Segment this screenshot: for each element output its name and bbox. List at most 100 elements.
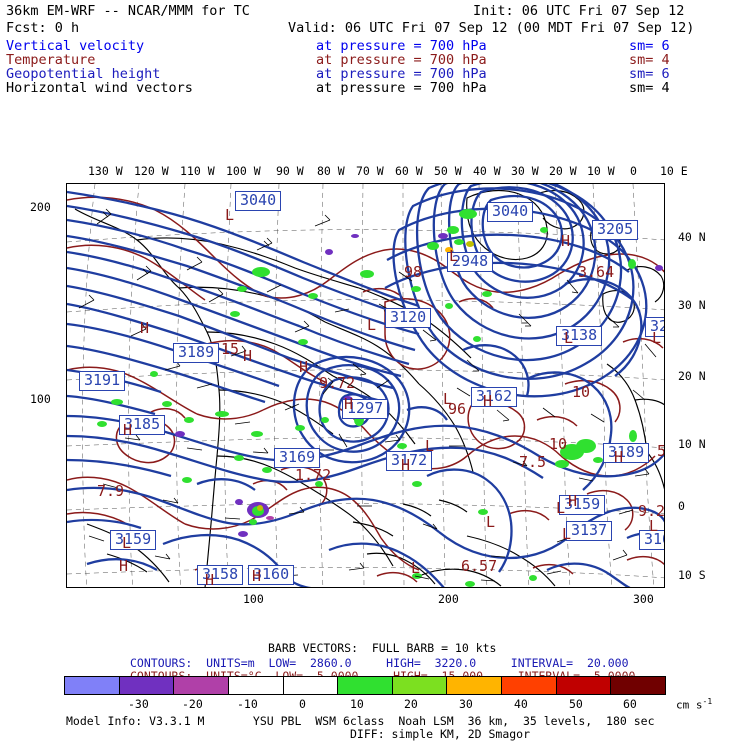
field-name-temperature: Temperature <box>6 52 96 68</box>
height-label-3162-9: 3162 <box>471 387 518 407</box>
low-center-marker-2: L <box>556 499 566 517</box>
colorbar-swatch-5 <box>338 677 393 694</box>
height-label-3191-8: 3191 <box>79 371 126 391</box>
high-center-marker-5: H <box>614 448 624 466</box>
colorbar-swatch-10 <box>611 677 666 694</box>
colorbar-tick-50: 50 <box>569 697 583 711</box>
field-name-geopotential-height: Geopotential height <box>6 66 161 82</box>
colorbar-swatch-9 <box>556 677 612 694</box>
model-title: 36km EM-WRF -- NCAR/MMM for TC <box>6 3 250 19</box>
model-info-line: Model Info: V3.3.1 M YSU PBL WSM 6class … <box>66 714 655 728</box>
lon-tick-130w: 130 W <box>88 164 123 178</box>
height-label-3160-19: 3160 <box>248 565 295 585</box>
height-label-3185-10: 3185 <box>119 415 166 435</box>
field-level-horizontal-wind-vectors: at pressure = 700 hPa <box>316 80 487 96</box>
colorbar-swatch-1 <box>119 677 175 694</box>
lon-tick-120w: 120 W <box>134 164 169 178</box>
temperature-label-9.29-2: 9.29 <box>638 502 665 520</box>
low-center-marker-3: L <box>562 525 572 543</box>
height-label-2948-2: 2948 <box>447 252 494 272</box>
colorbar-tick--20: -20 <box>182 697 203 711</box>
weather-map-canvas <box>67 184 664 587</box>
lat-tick-30n: 30 N <box>678 298 706 312</box>
init-time: Init: 06 UTC Fri 07 Sep 12 <box>473 3 685 19</box>
geopotential-height-contours <box>67 184 664 587</box>
low-center-marker-5: L <box>486 513 496 531</box>
high-center-marker-3: H <box>401 456 411 474</box>
height-label-3169-13: 3169 <box>274 448 321 468</box>
colorbar-tick-60: 60 <box>623 697 637 711</box>
forecast-hour: Fcst: 0 h <box>6 20 80 36</box>
lon-tick-0: 0 <box>630 164 637 178</box>
colorbar-swatch-8 <box>502 677 557 694</box>
high-center-marker-1: H <box>299 358 309 376</box>
colorbar-tick-10: 10 <box>350 697 364 711</box>
colorbar-tick-30: 30 <box>459 697 473 711</box>
map-panel[interactable]: 3040 3040 2948 3205 3120 3138 3212 3189 3191 3162… <box>66 183 665 588</box>
colorbar-tick--10: -10 <box>237 697 258 711</box>
height-label-3169-16: 3169 <box>639 530 664 550</box>
colorbar-swatch-3 <box>228 677 284 694</box>
temperature-label-7.9-1: 7.9 <box>97 482 125 500</box>
colorbar-swatch-2 <box>174 677 229 694</box>
height-label-1297-20: 1297 <box>342 399 389 419</box>
low-center-marker-4: L <box>425 437 435 455</box>
lon-tick-20w: 20 W <box>549 164 577 178</box>
high-center-marker-11: H <box>568 492 578 510</box>
low-center-marker-10: L <box>367 316 377 334</box>
height-label-3138-5: 3138 <box>556 326 603 346</box>
high-center-marker-2: H <box>123 421 133 439</box>
high-center-marker-10: H <box>252 567 262 585</box>
contour-height-info: CONTOURS: UNITS=m LOW= 2860.0 HIGH= 3220… <box>130 656 629 670</box>
height-label-3189-12: 3189 <box>603 443 650 463</box>
valid-time: Valid: 06 UTC Fri 07 Sep 12 (00 MDT Fri … <box>288 20 695 36</box>
lat-tick-20n: 20 N <box>678 369 706 383</box>
temperature-label-9.72-0: 9.72 <box>319 374 356 392</box>
high-center-marker-8: H <box>205 571 215 588</box>
field-sm-temperature: sm= 4 <box>629 52 670 68</box>
colorbar-unit-exponent: -1 <box>702 697 713 706</box>
lon-tick-110w: 110 W <box>180 164 215 178</box>
height-label-3120-4: 3120 <box>385 308 432 328</box>
lon-tick-90w: 90 W <box>276 164 304 178</box>
height-label-3159-14: 3159 <box>559 495 606 515</box>
low-center-marker-1: L <box>564 329 574 347</box>
temperature-label-96-7: 96 <box>448 400 467 418</box>
height-label-3212-6: 3212 <box>645 317 664 337</box>
grid-y-tick-100: 100 <box>30 392 51 406</box>
temperature-label-10-5: 10 <box>549 435 568 453</box>
grid-y-tick-200: 200 <box>30 200 51 214</box>
height-label-3205-3: 3205 <box>592 220 639 240</box>
high-center-marker-0: H <box>243 347 253 365</box>
barb-vector-note: BARB VECTORS: FULL BARB = 10 kts <box>268 641 497 655</box>
field-level-vertical-velocity: at pressure = 700 hPa <box>316 38 487 54</box>
low-center-marker-12: L <box>411 559 421 577</box>
low-center-marker-8: L <box>649 517 659 535</box>
colorbar-unit-label: cm s-1 <box>676 697 712 712</box>
colorbar-tick-40: 40 <box>514 697 528 711</box>
temperature-label-3.64-4: 3.64 <box>578 263 615 281</box>
high-center-marker-6: H <box>561 232 571 250</box>
field-sm-vertical-velocity: sm= 6 <box>629 38 670 54</box>
colorbar-tick--30: -30 <box>128 697 149 711</box>
height-label-3189-7: 3189 <box>173 343 220 363</box>
height-label-3040-1: 3040 <box>487 202 534 222</box>
vertical-velocity-shading <box>97 209 663 587</box>
lon-tick-100w: 100 W <box>226 164 261 178</box>
lat-tick-10s: 10 S <box>678 568 706 582</box>
lon-tick-40w: 40 W <box>473 164 501 178</box>
lon-tick-80w: 80 W <box>317 164 345 178</box>
temperature-label-98-8: 98 <box>404 263 423 281</box>
field-name-horizontal-wind-vectors: Horizontal wind vectors <box>6 80 193 96</box>
temperature-label-6.57-3: 6.57 <box>461 557 498 575</box>
temperature-label-10-6: 10 <box>572 383 591 401</box>
low-center-marker-9: L <box>652 329 662 347</box>
lat-tick-40n: 40 N <box>678 230 706 244</box>
diffusion-info-line: DIFF: simple KM, 2D Smagor <box>350 727 531 741</box>
high-center-marker-14: H <box>344 395 354 413</box>
lon-tick-10e: 10 E <box>660 164 688 178</box>
temperature-label-5.0-10: 5.0 <box>657 442 664 460</box>
vertical-velocity-colorbar[interactable] <box>64 676 666 695</box>
low-center-marker-13: L <box>225 206 235 224</box>
height-label-3172-11: 3172 <box>386 451 433 471</box>
